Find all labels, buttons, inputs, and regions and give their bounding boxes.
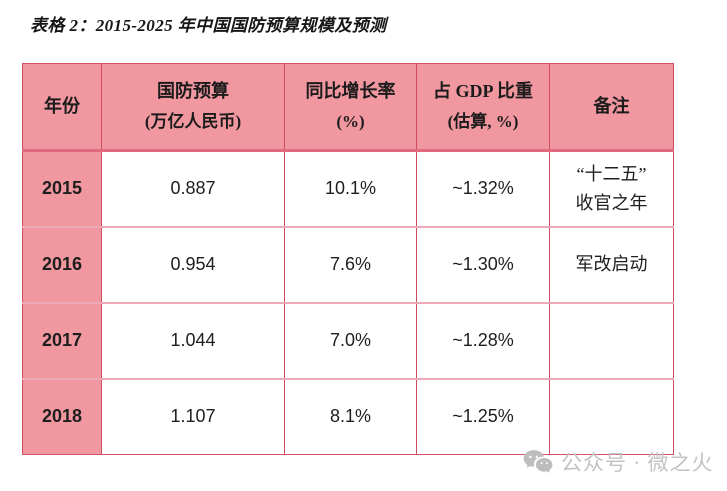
col-header-label: 备注 <box>593 95 630 116</box>
col-header-sublabel: (万亿人民币) <box>144 112 242 132</box>
growth-cell: 7.0% <box>284 301 417 379</box>
gdp-cell: ~1.28% <box>416 301 550 379</box>
budget-cell: 0.887 <box>101 150 285 227</box>
table-caption: 表格 2：2015-2025 年中国国防预算规模及预测 <box>30 16 387 35</box>
budget-cell: 1.044 <box>101 301 285 379</box>
col-header-label: 年份 <box>44 95 80 116</box>
col-header-gdp-share: 占 GDP 比重 (估算, %) <box>416 63 550 152</box>
budget-cell: 0.954 <box>101 225 285 303</box>
col-header-label: 同比增长率 <box>305 80 396 101</box>
year-cell: 2015 <box>22 150 102 227</box>
col-header-growth: 同比增长率 (%) <box>284 63 417 152</box>
table-row-2016: 2016 0.954 7.6% ~1.30% 军改启动 <box>22 225 674 303</box>
col-header-notes: 备注 <box>549 63 674 152</box>
growth-cell: 10.1% <box>284 150 417 227</box>
budget-cell: 1.107 <box>101 377 285 455</box>
table-row-2018: 2018 1.107 8.1% ~1.25% <box>22 377 674 455</box>
header-row: 年份 国防预算 (万亿人民币) 同比增长率 (%) 占 GDP 比重 (估算, … <box>22 63 674 152</box>
col-header-label: 占 GDP 比重 <box>432 80 533 101</box>
table-row-2017: 2017 1.044 7.0% ~1.28% <box>22 301 674 379</box>
year-cell: 2016 <box>22 225 102 303</box>
gdp-cell: ~1.32% <box>416 150 550 227</box>
note-cell <box>549 301 674 379</box>
watermark: 公众号 · 微之火 <box>523 447 714 477</box>
col-header-sublabel: (估算, %) <box>447 112 519 132</box>
year-cell: 2017 <box>22 301 102 379</box>
year-cell: 2018 <box>22 377 102 455</box>
note-cell: “十二五” 收官之年 <box>549 150 674 227</box>
col-header-budget: 国防预算 (万亿人民币) <box>101 63 285 152</box>
gdp-cell: ~1.30% <box>416 225 550 303</box>
growth-cell: 7.6% <box>284 225 417 303</box>
col-header-year: 年份 <box>22 63 102 152</box>
wechat-icon <box>523 449 553 475</box>
table-row-2015: 2015 0.887 10.1% ~1.32% “十二五” 收官之年 <box>22 150 674 227</box>
col-header-sublabel: (%) <box>336 112 365 132</box>
col-header-label: 国防预算 <box>157 80 229 101</box>
note-cell <box>549 377 674 455</box>
watermark-text: 公众号 · 微之火 <box>561 451 714 475</box>
gdp-cell: ~1.25% <box>416 377 550 455</box>
defense-budget-table: 年份 国防预算 (万亿人民币) 同比增长率 (%) 占 GDP 比重 (估算, … <box>22 63 674 455</box>
note-cell: 军改启动 <box>549 225 674 303</box>
growth-cell: 8.1% <box>284 377 417 455</box>
